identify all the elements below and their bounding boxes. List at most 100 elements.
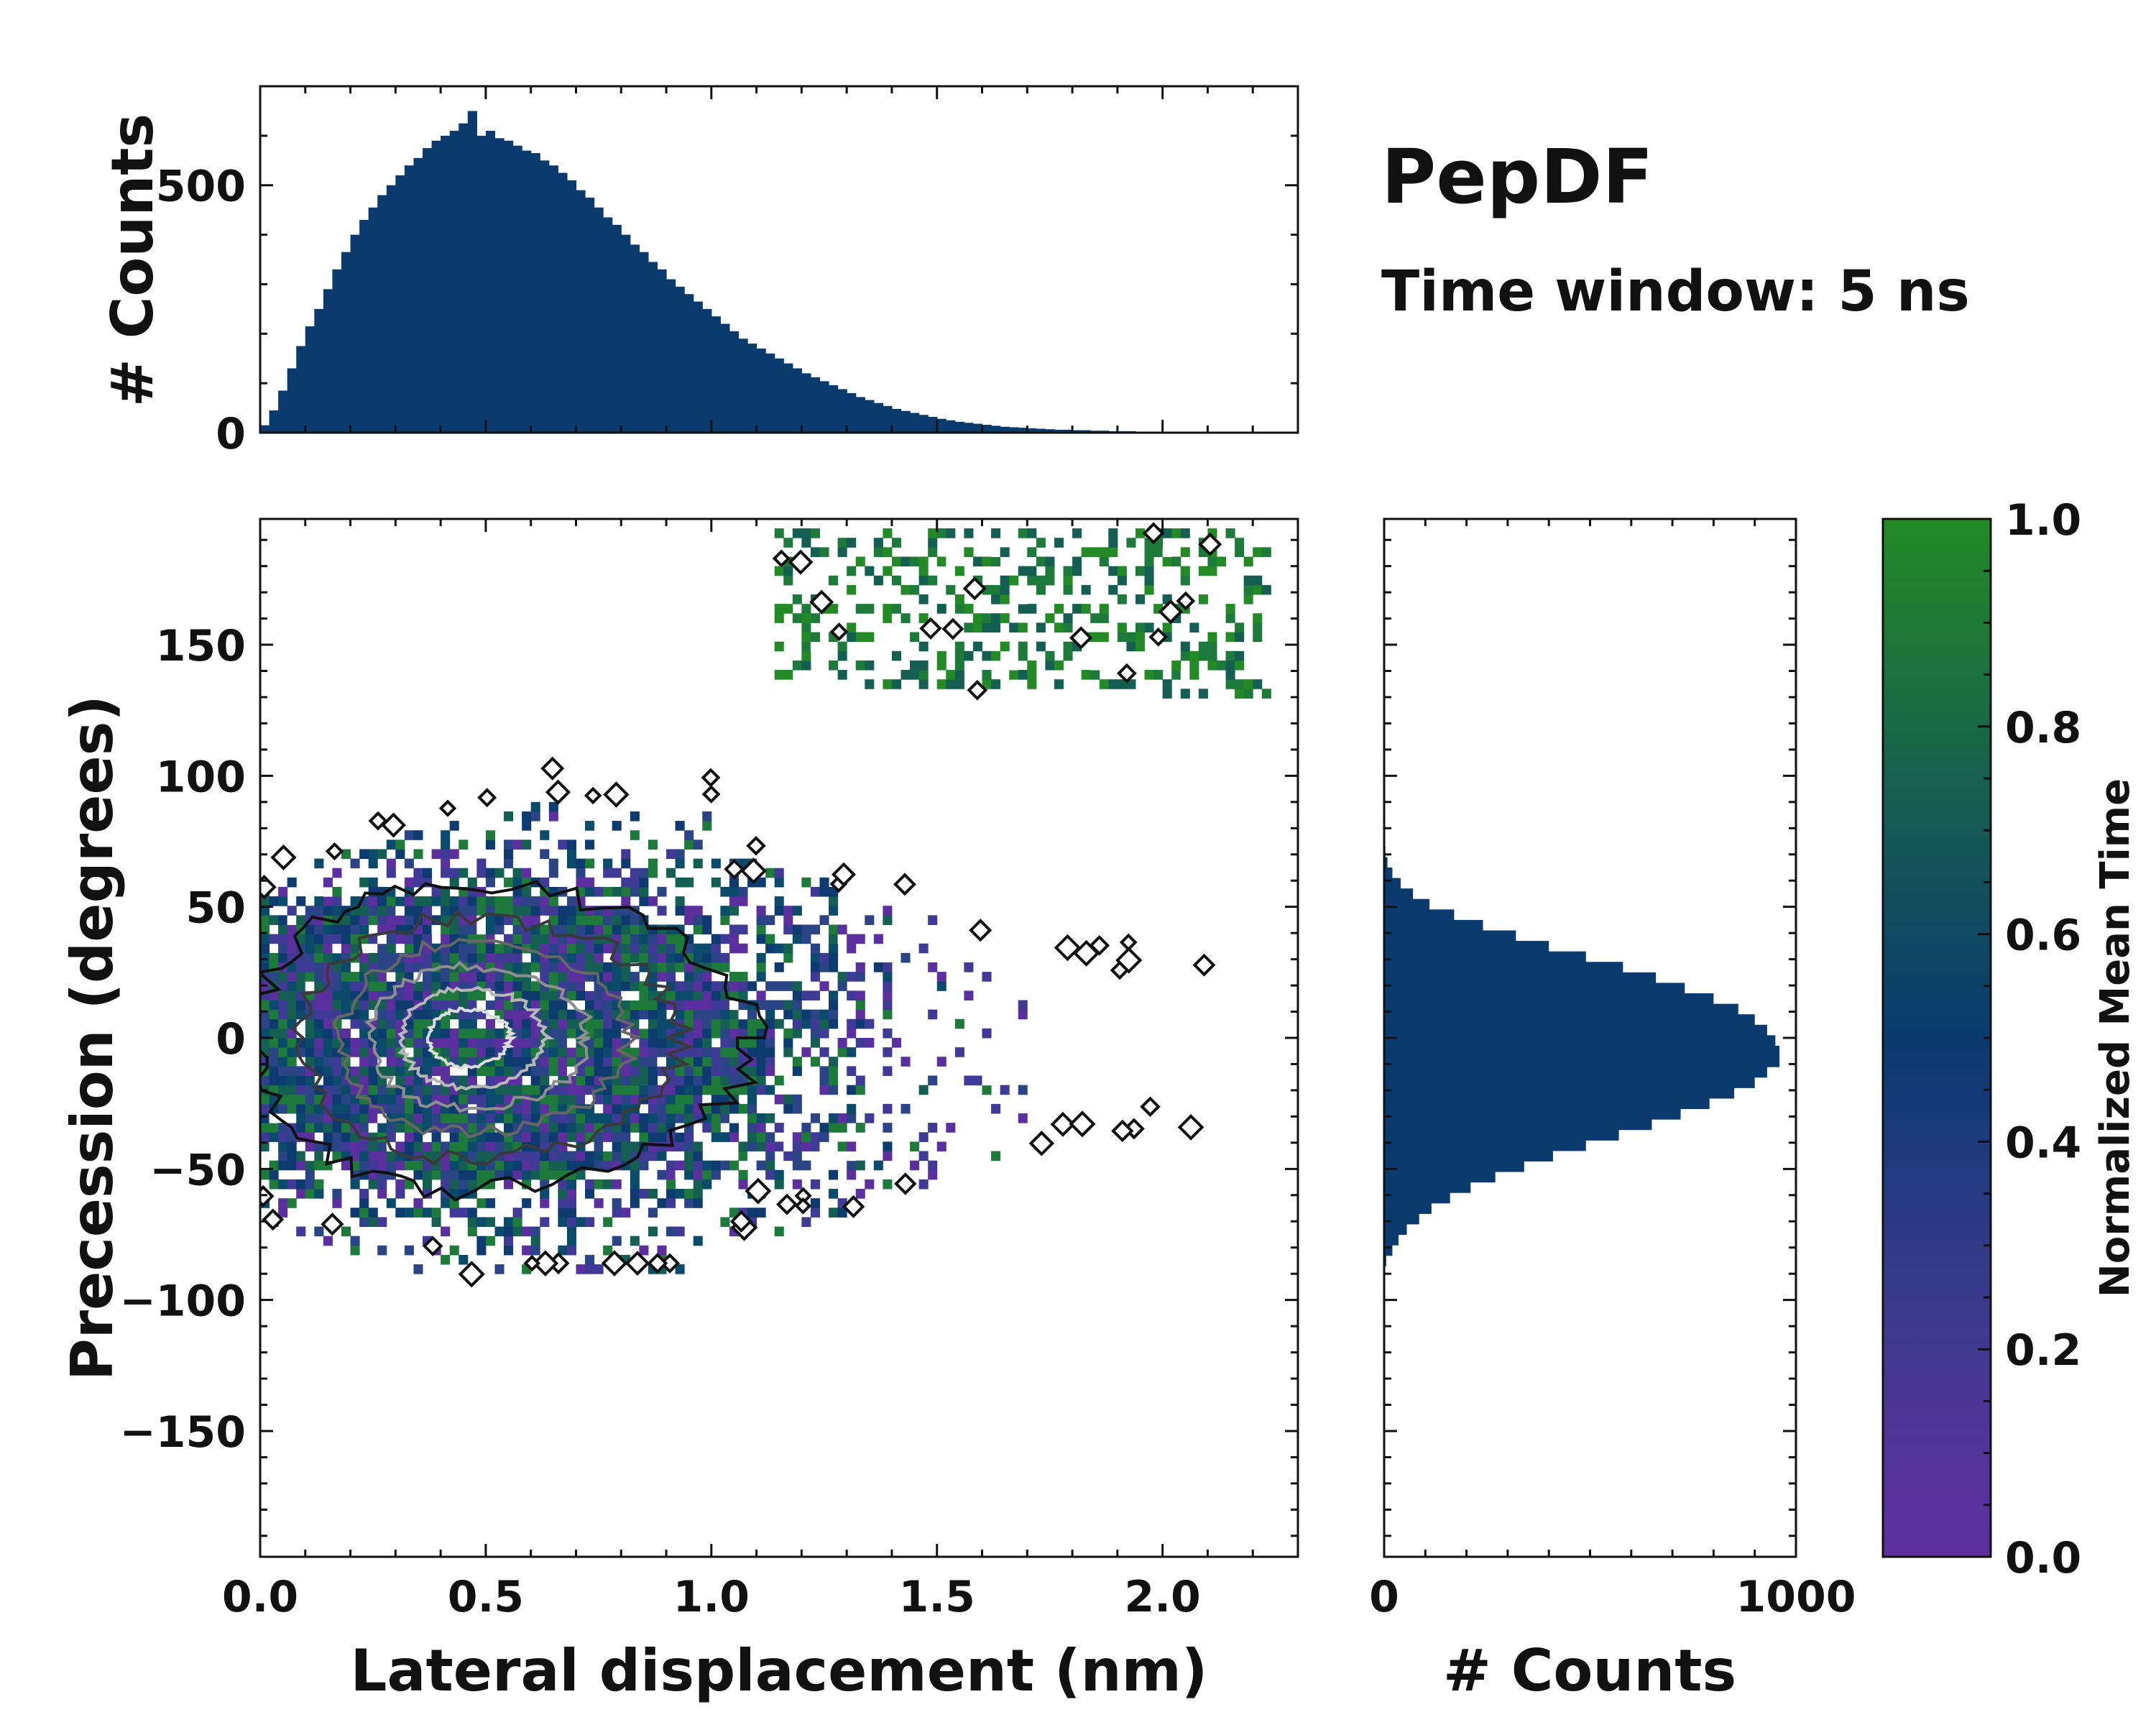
- heatmap-cell: [1099, 556, 1109, 567]
- heatmap-cell: [278, 1141, 288, 1152]
- heatmap-cell: [512, 840, 522, 850]
- heatmap-cell: [431, 886, 441, 897]
- heatmap-cell: [522, 821, 532, 831]
- heatmap-cell: [711, 858, 721, 869]
- heatmap-cell: [548, 811, 558, 822]
- heatmap-cell: [621, 952, 631, 963]
- top-hist-bar: [359, 219, 369, 433]
- heatmap-cell: [675, 1132, 685, 1142]
- heatmap-cell: [476, 1141, 487, 1152]
- heatmap-cell: [711, 1160, 721, 1171]
- heatmap-cell: [594, 943, 604, 954]
- heatmap-cell: [1162, 547, 1172, 558]
- heatmap-cell: [504, 877, 514, 888]
- heatmap-cell: [819, 1132, 829, 1142]
- heatmap-cell: [260, 1038, 270, 1048]
- heatmap-cell: [1090, 547, 1100, 558]
- heatmap-cell: [576, 1264, 586, 1274]
- heatmap-cell: [657, 962, 667, 972]
- heatmap-cell: [792, 1141, 802, 1152]
- heatmap-cell: [377, 1085, 387, 1095]
- heatmap-cell: [829, 1113, 839, 1123]
- heatmap-cell: [847, 943, 857, 954]
- heatmap-cell: [494, 981, 505, 991]
- heatmap-cell: [449, 1245, 459, 1256]
- heatmap-cell: [576, 915, 586, 925]
- heatmap-cell: [1117, 575, 1127, 586]
- heatmap-cell: [910, 556, 920, 567]
- colorbar: 0.00.20.40.60.81.0 Normalized Mean Time: [1881, 495, 2139, 1583]
- heatmap-cell: [693, 1094, 703, 1105]
- heatmap-cell: [522, 1113, 532, 1123]
- heatmap-cell: [314, 943, 324, 954]
- heatmap-cell: [792, 906, 802, 916]
- heatmap-cell: [413, 1057, 423, 1067]
- heatmap-cell: [829, 952, 839, 963]
- heatmap-cell: [883, 962, 893, 972]
- heatmap-cell: [359, 1208, 369, 1218]
- heatmap-cell: [485, 1169, 495, 1180]
- heatmap-cell: [413, 1028, 423, 1039]
- top-hist-bar: [810, 377, 821, 433]
- heatmap-cell: [566, 981, 576, 991]
- heatmap-cell: [639, 1245, 649, 1256]
- heatmap-cell: [684, 1141, 694, 1152]
- heatmap-cell: [865, 1038, 875, 1048]
- heatmap-cell: [558, 1018, 568, 1029]
- heatmap-cell: [386, 1028, 396, 1039]
- heatmap-cell: [576, 972, 586, 982]
- heatmap-cell: [630, 924, 640, 935]
- heatmap-cell: [720, 915, 730, 925]
- heatmap-cell: [296, 1000, 306, 1011]
- heatmap-cell: [323, 1075, 333, 1086]
- heatmap-cell: [566, 972, 576, 982]
- heatmap-cell: [1235, 622, 1245, 633]
- heatmap-cell: [323, 1009, 333, 1020]
- heatmap-cell: [278, 1018, 288, 1029]
- heatmap-cell: [522, 1245, 532, 1256]
- heatmap-cell: [548, 1000, 558, 1011]
- heatmap-cell: [621, 1085, 631, 1095]
- heatmap-cell: [1000, 641, 1010, 652]
- heatmap-cell: [305, 1123, 315, 1133]
- heatmap-cell: [729, 934, 739, 944]
- heatmap-cell: [756, 906, 766, 916]
- heatmap-cell: [260, 1018, 270, 1029]
- heatmap-cell: [928, 962, 938, 972]
- heatmap-cell: [612, 1198, 622, 1208]
- top-hist-bar: [936, 418, 946, 433]
- heatmap-cell: [847, 1028, 857, 1039]
- heatmap-cell: [278, 1208, 288, 1218]
- heatmap-cell: [873, 538, 883, 548]
- heatmap-cell: [657, 1141, 667, 1152]
- heatmap-cell: [530, 1103, 540, 1114]
- heatmap-cell: [1243, 689, 1253, 699]
- heatmap-cell: [467, 1217, 477, 1228]
- heatmap-cell: [594, 962, 604, 972]
- heatmap-cell: [278, 1132, 288, 1142]
- heatmap-cell: [765, 1038, 775, 1048]
- heatmap-cell: [359, 1057, 369, 1067]
- heatmap-cell: [729, 1018, 739, 1029]
- heatmap-cell: [332, 886, 342, 897]
- heatmap-cell: [594, 1066, 604, 1077]
- heatmap-cell: [837, 934, 847, 944]
- figure-title: PepDF: [1381, 133, 1654, 221]
- heatmap-cell: [522, 990, 532, 1000]
- contour-outline-blob: [1111, 1119, 1134, 1143]
- heatmap-cell: [287, 1179, 297, 1190]
- heatmap-cell: [323, 1057, 333, 1067]
- contour-outline-blob: [776, 1193, 798, 1215]
- heatmap-cell: [738, 896, 748, 906]
- heatmap-cell: [729, 1113, 739, 1123]
- heatmap-cell: [1081, 604, 1091, 614]
- heatmap-cell: [1153, 670, 1164, 680]
- heatmap-cell: [765, 1000, 775, 1011]
- heatmap-cell: [269, 990, 279, 1000]
- heatmap-cell: [395, 1066, 405, 1077]
- heatmap-cell: [467, 1179, 477, 1190]
- contour-outline-blob: [724, 858, 745, 880]
- top-hist-bar: [829, 385, 839, 433]
- heatmap-cell: [829, 1169, 839, 1180]
- heatmap-cell: [738, 1141, 748, 1152]
